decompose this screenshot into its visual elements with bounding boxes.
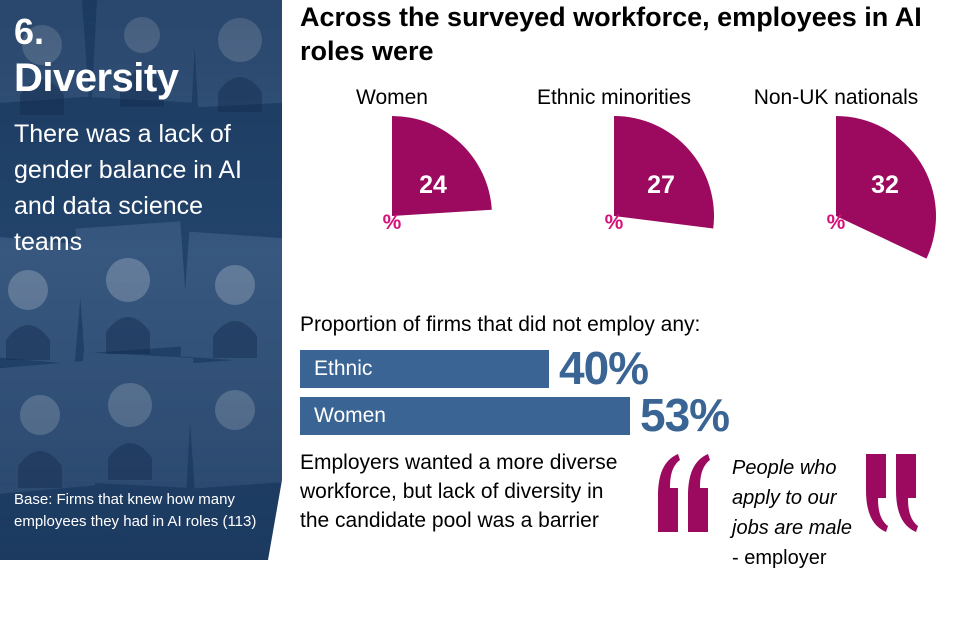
section-subtitle: There was a lack of gender balance in AI… [14, 120, 242, 256]
percent-sign: % [827, 211, 846, 234]
headline: Across the surveyed workforce, employees… [300, 2, 922, 66]
section-number: 6. [14, 11, 45, 52]
gauge-label: Women [356, 86, 428, 109]
gauge-ethnic-minorities: Ethnic minorities 27 % [514, 84, 714, 299]
gauge-chart: 27 % [605, 116, 714, 234]
bar-value: 53% [640, 389, 730, 441]
gauge-label: Ethnic minorities [536, 86, 692, 109]
bar-chart-title: Proportion of firms that did not employ … [300, 313, 701, 336]
bar [300, 350, 549, 388]
bar-value: 40% [559, 342, 649, 394]
open-quote-icon [658, 454, 710, 532]
bar-label: Women [314, 404, 386, 427]
quote-text: People who apply to our jobs are male [732, 457, 853, 539]
gauge-non-uk-nationals: Non-UK nationals 32 % [736, 84, 936, 299]
left-panel: 6. Diversity There was a lack of gender … [0, 0, 282, 560]
gauge-value: 24 [419, 171, 447, 199]
gauge-value: 32 [871, 171, 899, 199]
body-text: Employers wanted a more diverse workforc… [300, 451, 618, 532]
quote-author: - employer [732, 547, 827, 569]
gauge-slice [392, 116, 492, 216]
percent-sign: % [383, 211, 402, 234]
gauge-chart: 24 % [383, 116, 492, 234]
quote: People who apply to our jobs are male - … [732, 453, 860, 573]
gauge-value: 27 [647, 171, 675, 199]
base-note: Base: Firms that knew how many employees… [14, 491, 257, 530]
gauge-chart: 32 % [827, 116, 936, 259]
percent-sign: % [605, 211, 624, 234]
gauge-slice [836, 116, 936, 259]
close-quote-icon [866, 454, 918, 532]
section-title: Diversity [14, 56, 179, 100]
gauge-slice [614, 116, 714, 229]
gauge-label: Non-UK nationals [753, 86, 919, 109]
bar [300, 397, 630, 435]
gauge-women: Women 24 % [292, 84, 492, 299]
